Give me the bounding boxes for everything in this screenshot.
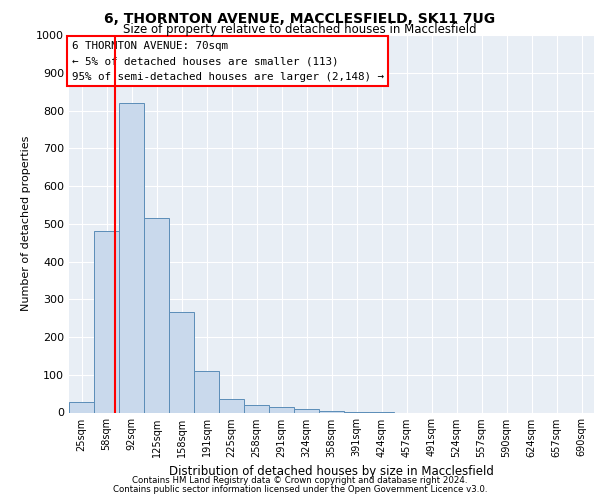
- Text: Contains HM Land Registry data © Crown copyright and database right 2024.: Contains HM Land Registry data © Crown c…: [132, 476, 468, 485]
- Text: 6 THORNTON AVENUE: 70sqm
← 5% of detached houses are smaller (113)
95% of semi-d: 6 THORNTON AVENUE: 70sqm ← 5% of detache…: [71, 40, 383, 82]
- Bar: [194, 371, 219, 412]
- Bar: [244, 405, 269, 412]
- Bar: [94, 232, 119, 412]
- Text: Size of property relative to detached houses in Macclesfield: Size of property relative to detached ho…: [123, 22, 477, 36]
- Text: Contains public sector information licensed under the Open Government Licence v3: Contains public sector information licen…: [113, 485, 487, 494]
- Bar: [119, 103, 144, 412]
- Bar: [144, 218, 169, 412]
- Text: 6, THORNTON AVENUE, MACCLESFIELD, SK11 7UG: 6, THORNTON AVENUE, MACCLESFIELD, SK11 7…: [104, 12, 496, 26]
- Y-axis label: Number of detached properties: Number of detached properties: [20, 136, 31, 312]
- Bar: [319, 410, 344, 412]
- Bar: [219, 400, 244, 412]
- X-axis label: Distribution of detached houses by size in Macclesfield: Distribution of detached houses by size …: [169, 465, 494, 478]
- Bar: [169, 312, 194, 412]
- Bar: [269, 407, 294, 412]
- Bar: [294, 410, 319, 412]
- Bar: [69, 402, 94, 412]
